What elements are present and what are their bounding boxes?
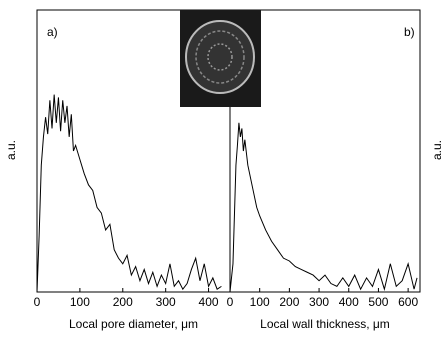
x-tick-label: 100 bbox=[250, 295, 270, 309]
data-line bbox=[230, 123, 417, 292]
x-tick-label: 0 bbox=[34, 295, 41, 309]
x-tick-label: 0 bbox=[227, 295, 234, 309]
panel-label: b) bbox=[404, 25, 415, 39]
x-tick-label: 600 bbox=[398, 295, 418, 309]
panel-label: a) bbox=[47, 25, 58, 39]
x-axis-title: Local pore diameter, μm bbox=[69, 317, 198, 331]
x-tick-label: 400 bbox=[339, 295, 359, 309]
inset-image bbox=[180, 10, 261, 107]
x-tick-label: 300 bbox=[309, 295, 329, 309]
data-line bbox=[37, 95, 221, 292]
y-axis-title: a.u. bbox=[430, 140, 444, 160]
x-tick-label: 400 bbox=[199, 295, 219, 309]
x-tick-label: 100 bbox=[70, 295, 90, 309]
x-tick-label: 300 bbox=[156, 295, 176, 309]
x-tick-label: 500 bbox=[368, 295, 388, 309]
x-tick-label: 200 bbox=[113, 295, 133, 309]
y-axis-title: a.u. bbox=[4, 140, 18, 160]
x-tick-label: 200 bbox=[279, 295, 299, 309]
chart: 0100200300400Local pore diameter, μma)a.… bbox=[0, 0, 448, 342]
x-axis-title: Local wall thickness, μm bbox=[260, 317, 390, 331]
